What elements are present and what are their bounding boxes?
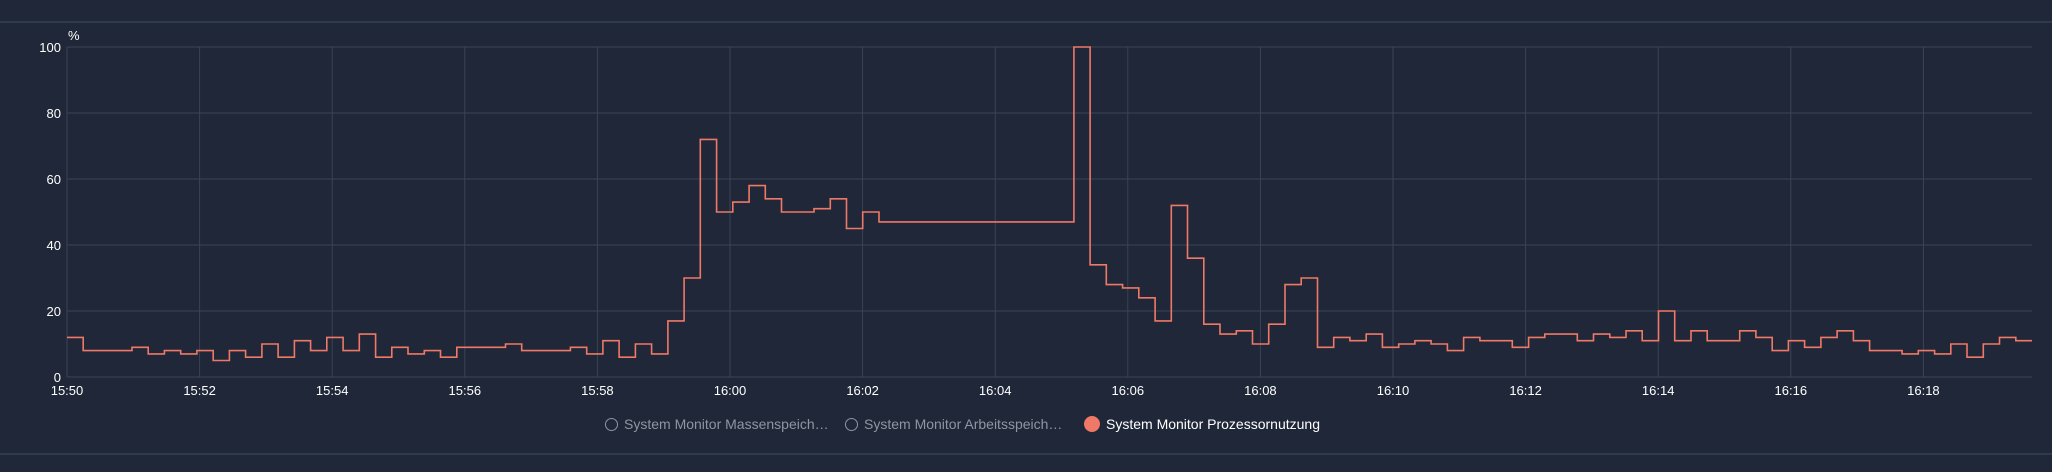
- legend-series-color-icon: [1084, 416, 1100, 432]
- x-tick-label: 15:50: [51, 383, 84, 398]
- x-tick-label: 16:18: [1907, 383, 1940, 398]
- x-tick-label: 15:54: [316, 383, 349, 398]
- x-tick-label: 16:08: [1244, 383, 1277, 398]
- y-unit-label: %: [68, 28, 80, 43]
- chart-legend: System Monitor Massenspeicher-A... Syste…: [0, 413, 2052, 435]
- y-tick-label: 0: [54, 370, 61, 385]
- y-tick-label: 40: [47, 238, 61, 253]
- legend-item-cpu-usage[interactable]: System Monitor Prozessornutzung: [1084, 413, 1320, 435]
- series-line-cpu-usage: [67, 46, 2032, 362]
- x-tick-label: 15:58: [581, 383, 614, 398]
- legend-label: System Monitor Arbeitsspeicherau...: [864, 416, 1070, 432]
- legend-label: System Monitor Prozessornutzung: [1106, 416, 1320, 432]
- cpu-usage-chart: 0 20 40 60 80 100 15:50 15:52 15:54 15:56 15:58 16:…: [39, 28, 2032, 398]
- y-tick-label: 100: [39, 40, 61, 55]
- y-tick-label: 20: [47, 304, 61, 319]
- legend-label: System Monitor Massenspeicher-A...: [624, 416, 830, 432]
- legend-item-mass-storage[interactable]: System Monitor Massenspeicher-A...: [605, 413, 830, 435]
- legend-item-memory[interactable]: System Monitor Arbeitsspeicherau...: [845, 413, 1070, 435]
- legend-toggle-icon: [845, 417, 858, 431]
- x-tick-label: 16:06: [1112, 383, 1145, 398]
- x-tick-label: 16:02: [846, 383, 879, 398]
- x-tick-label: 16:04: [979, 383, 1012, 398]
- x-tick-label: 16:00: [714, 383, 747, 398]
- y-tick-label: 80: [47, 106, 61, 121]
- x-tick-label: 16:12: [1509, 383, 1542, 398]
- bottom-divider: [0, 453, 2052, 455]
- x-tick-label: 15:52: [183, 383, 216, 398]
- x-tick-label: 15:56: [449, 383, 482, 398]
- y-tick-label: 60: [47, 172, 61, 187]
- x-tick-label: 16:14: [1642, 383, 1675, 398]
- legend-toggle-icon: [605, 417, 618, 431]
- top-divider: [0, 21, 2052, 23]
- x-tick-label: 16:16: [1775, 383, 1808, 398]
- x-tick-label: 16:10: [1377, 383, 1410, 398]
